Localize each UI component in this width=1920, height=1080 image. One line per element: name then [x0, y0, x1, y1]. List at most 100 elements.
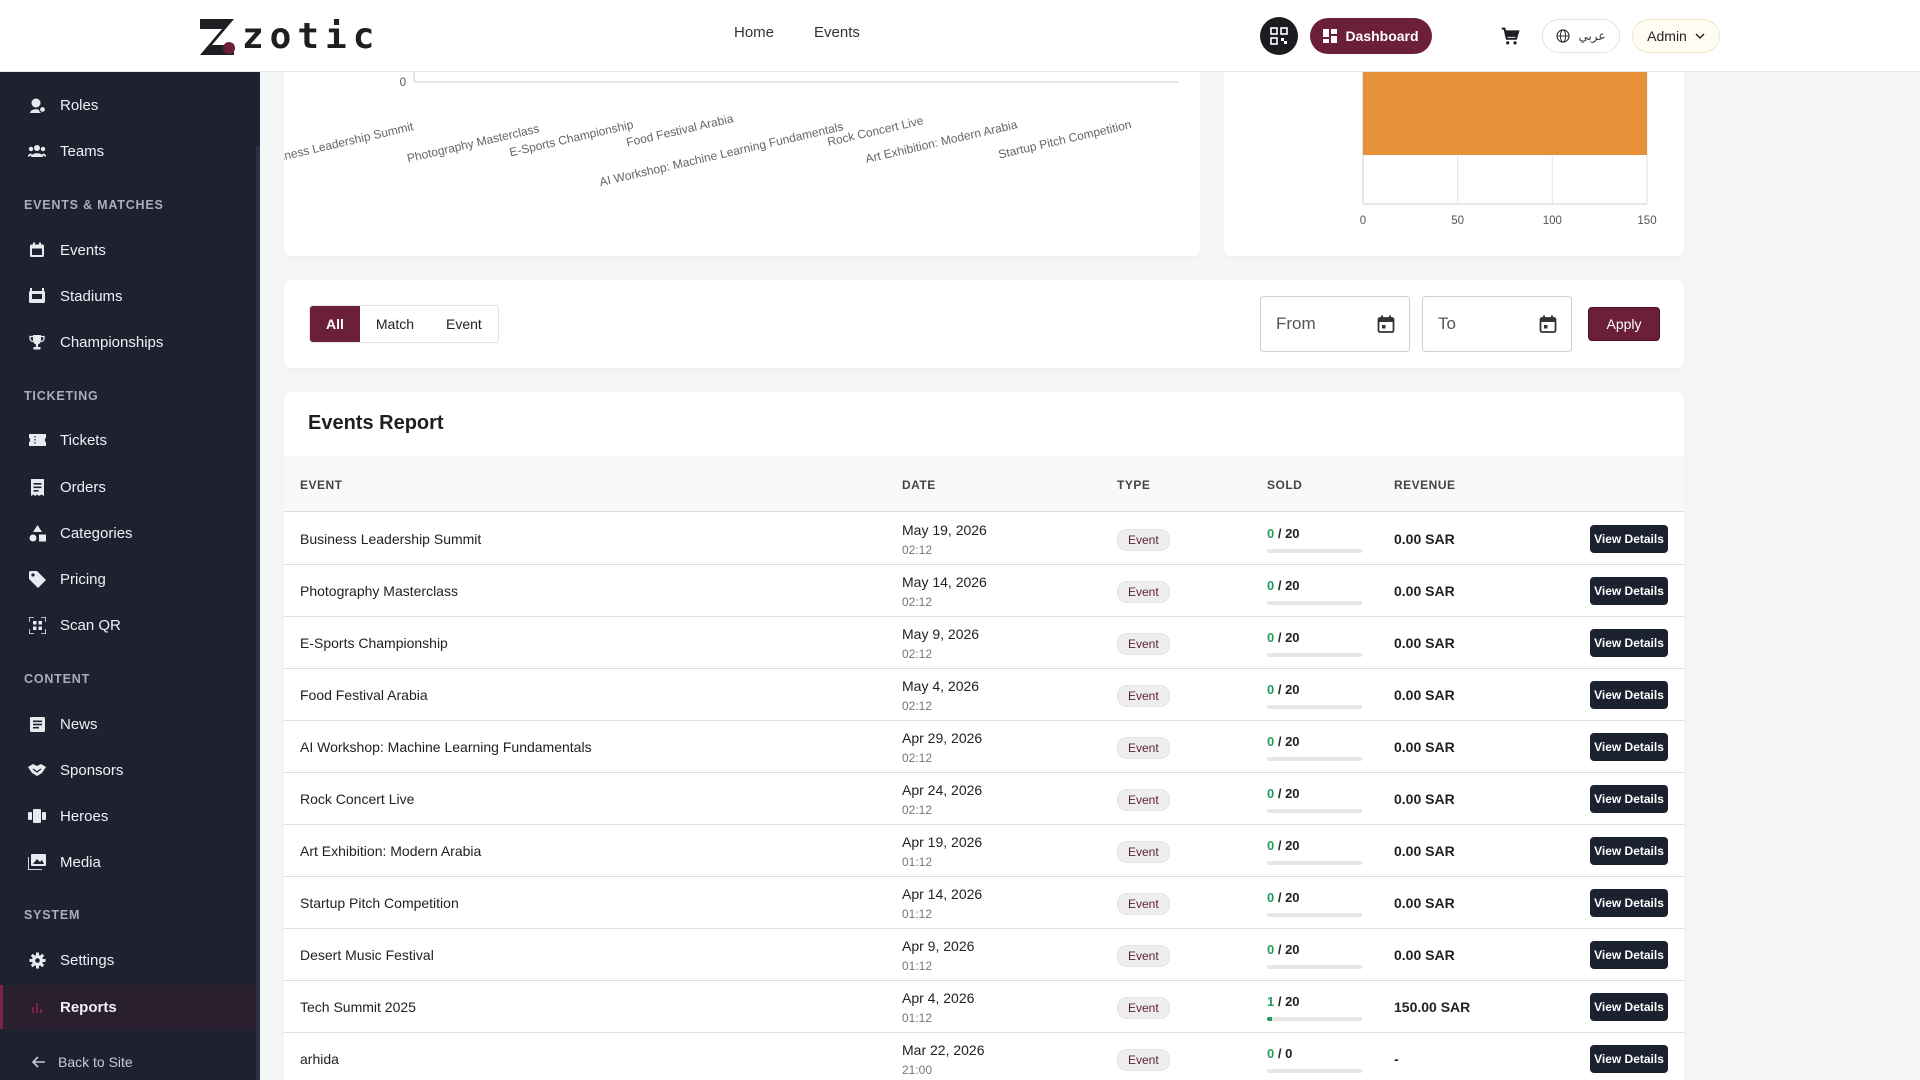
sold-count: 0 / 20: [1267, 838, 1300, 853]
view-details-button[interactable]: View Details: [1590, 629, 1668, 657]
capacity-value: 20: [1285, 734, 1300, 749]
table-row[interactable]: E-Sports Championship May 9, 2026 02:12 Eve…: [284, 617, 1684, 669]
event-date-time: 01:12: [902, 907, 933, 921]
table-row[interactable]: Tech Summit 2025 Apr 4, 2026 01:12 Event 1 /…: [284, 981, 1684, 1033]
table-row[interactable]: arhida Mar 22, 2026 21:00 Event 0 / 0 - View D…: [284, 1033, 1684, 1080]
back-to-site-link[interactable]: Back to Site: [32, 1054, 133, 1070]
qr-scan-button[interactable]: [1260, 17, 1298, 55]
view-details-button[interactable]: View Details: [1590, 1045, 1668, 1073]
user-gear-icon: [28, 96, 46, 114]
event-date: May 19, 2026 02:12: [902, 521, 987, 559]
sidebar-item-orders[interactable]: Orders: [0, 465, 256, 509]
revenue-value: 0.00 SAR: [1394, 687, 1455, 703]
dashboard-button[interactable]: Dashboard: [1310, 18, 1432, 54]
to-date-field[interactable]: To: [1422, 296, 1572, 352]
filter-tab-all[interactable]: All: [310, 306, 360, 342]
sold-value: 0: [1267, 1046, 1275, 1061]
capacity-value: 20: [1285, 890, 1300, 905]
view-details-button[interactable]: View Details: [1590, 681, 1668, 709]
sidebar-item-settings[interactable]: Settings: [0, 938, 256, 982]
view-details-button[interactable]: View Details: [1590, 785, 1668, 813]
x-tick-label: 150: [1637, 215, 1656, 227]
table-row[interactable]: Startup Pitch Competition Apr 14, 2026 01:…: [284, 877, 1684, 929]
table-row[interactable]: Rock Concert Live Apr 24, 2026 02:12 Event 0…: [284, 773, 1684, 825]
from-date-placeholder: From: [1276, 314, 1316, 333]
revenue-value: 0.00 SAR: [1394, 531, 1455, 547]
capacity-value: 20: [1285, 942, 1300, 957]
sidebar-item-reports[interactable]: Reports: [0, 985, 256, 1029]
event-date: Mar 22, 2026 21:00: [902, 1041, 985, 1079]
table-row[interactable]: Desert Music Festival Apr 9, 2026 01:12 Eve…: [284, 929, 1684, 981]
sidebar-item-label: Media: [60, 853, 101, 871]
table-row[interactable]: Photography Masterclass May 14, 2026 02:12…: [284, 565, 1684, 617]
sidebar: Roles Teams EVENTS & MATCHES Events Stad…: [0, 72, 260, 1080]
calendar-icon[interactable]: [1377, 315, 1395, 333]
view-details-button[interactable]: View Details: [1590, 889, 1668, 917]
sold-count: 0 / 0: [1267, 1046, 1292, 1061]
report-title: Events Report: [308, 412, 444, 434]
capacity-value: 0: [1285, 1046, 1293, 1061]
sidebar-item-pricing[interactable]: Pricing: [0, 557, 256, 601]
view-details-button[interactable]: View Details: [1590, 733, 1668, 761]
view-details-button[interactable]: View Details: [1590, 941, 1668, 969]
column-header-sold[interactable]: SOLD: [1267, 478, 1303, 492]
sidebar-item-tickets[interactable]: Tickets: [0, 418, 256, 462]
sidebar-item-label: Pricing: [60, 570, 106, 588]
sidebar-item-teams[interactable]: Teams: [0, 129, 256, 173]
sold-separator: /: [1274, 734, 1286, 749]
sold-separator: /: [1274, 578, 1286, 593]
sidebar-item-news[interactable]: News: [0, 702, 256, 746]
event-name: Rock Concert Live: [300, 791, 415, 807]
view-details-button[interactable]: View Details: [1590, 837, 1668, 865]
sold-progress-bar: [1267, 705, 1362, 709]
column-header-revenue[interactable]: REVENUE: [1394, 478, 1456, 492]
sold-separator: /: [1274, 994, 1286, 1009]
nav-home-link[interactable]: Home: [734, 24, 775, 41]
table-row[interactable]: AI Workshop: Machine Learning Fundamenta…: [284, 721, 1684, 773]
sold-progress-bar: [1267, 549, 1362, 553]
receipt-icon: [28, 478, 46, 496]
sidebar-item-events[interactable]: Events: [0, 228, 256, 272]
sidebar-item-categories[interactable]: Categories: [0, 511, 256, 555]
arrow-left-icon: [32, 1056, 45, 1068]
sidebar-item-label: Orders: [60, 478, 106, 496]
event-date: Apr 14, 2026 01:12: [902, 885, 982, 923]
language-switch[interactable]: عربي: [1542, 19, 1620, 53]
sidebar-item-label: Stadiums: [60, 287, 123, 305]
apply-button[interactable]: Apply: [1588, 307, 1660, 341]
main-nav: Home Events: [734, 24, 860, 41]
cart-button[interactable]: [1496, 22, 1524, 50]
sidebar-item-stadiums[interactable]: Stadiums: [0, 274, 256, 318]
view-details-button[interactable]: View Details: [1590, 993, 1668, 1021]
table-row[interactable]: Business Leadership Summit May 19, 2026 02…: [284, 513, 1684, 565]
sidebar-item-scan-qr[interactable]: Scan QR: [0, 603, 256, 647]
filter-tab-event[interactable]: Event: [446, 316, 482, 332]
column-header-type[interactable]: TYPE: [1117, 478, 1151, 492]
nav-events-link[interactable]: Events: [814, 24, 860, 41]
event-date-day: Apr 24, 2026: [902, 782, 983, 798]
from-date-field[interactable]: From: [1260, 296, 1410, 352]
table-row[interactable]: Art Exhibition: Modern Arabia Apr 19, 202…: [284, 825, 1684, 877]
sidebar-item-label: Categories: [60, 524, 133, 542]
sidebar-item-roles[interactable]: Roles: [0, 83, 256, 127]
calendar-icon[interactable]: [1539, 315, 1557, 333]
sidebar-item-media[interactable]: Media: [0, 840, 256, 884]
table-row[interactable]: Food Festival Arabia May 4, 2026 02:12 Even…: [284, 669, 1684, 721]
sidebar-item-championships[interactable]: Championships: [0, 320, 256, 364]
sold-separator: /: [1274, 526, 1286, 541]
sold-progress-bar: [1267, 757, 1362, 761]
logo[interactable]: zotic: [198, 16, 380, 58]
column-header-event[interactable]: EVENT: [300, 478, 343, 492]
sidebar-item-sponsors[interactable]: Sponsors: [0, 748, 256, 792]
view-details-button[interactable]: View Details: [1590, 577, 1668, 605]
filter-tab-match[interactable]: Match: [375, 316, 415, 332]
event-date-time: 02:12: [902, 595, 933, 609]
sidebar-item-heroes[interactable]: Heroes: [0, 794, 256, 838]
back-to-site-label: Back to Site: [58, 1054, 133, 1070]
sidebar-item-label: Teams: [60, 142, 105, 160]
column-header-date[interactable]: DATE: [902, 478, 936, 492]
sidebar-section-title: SYSTEM: [24, 908, 81, 922]
sidebar-scrollbar[interactable]: [256, 146, 260, 1080]
view-details-button[interactable]: View Details: [1590, 525, 1668, 553]
user-menu[interactable]: Admin: [1632, 19, 1720, 53]
